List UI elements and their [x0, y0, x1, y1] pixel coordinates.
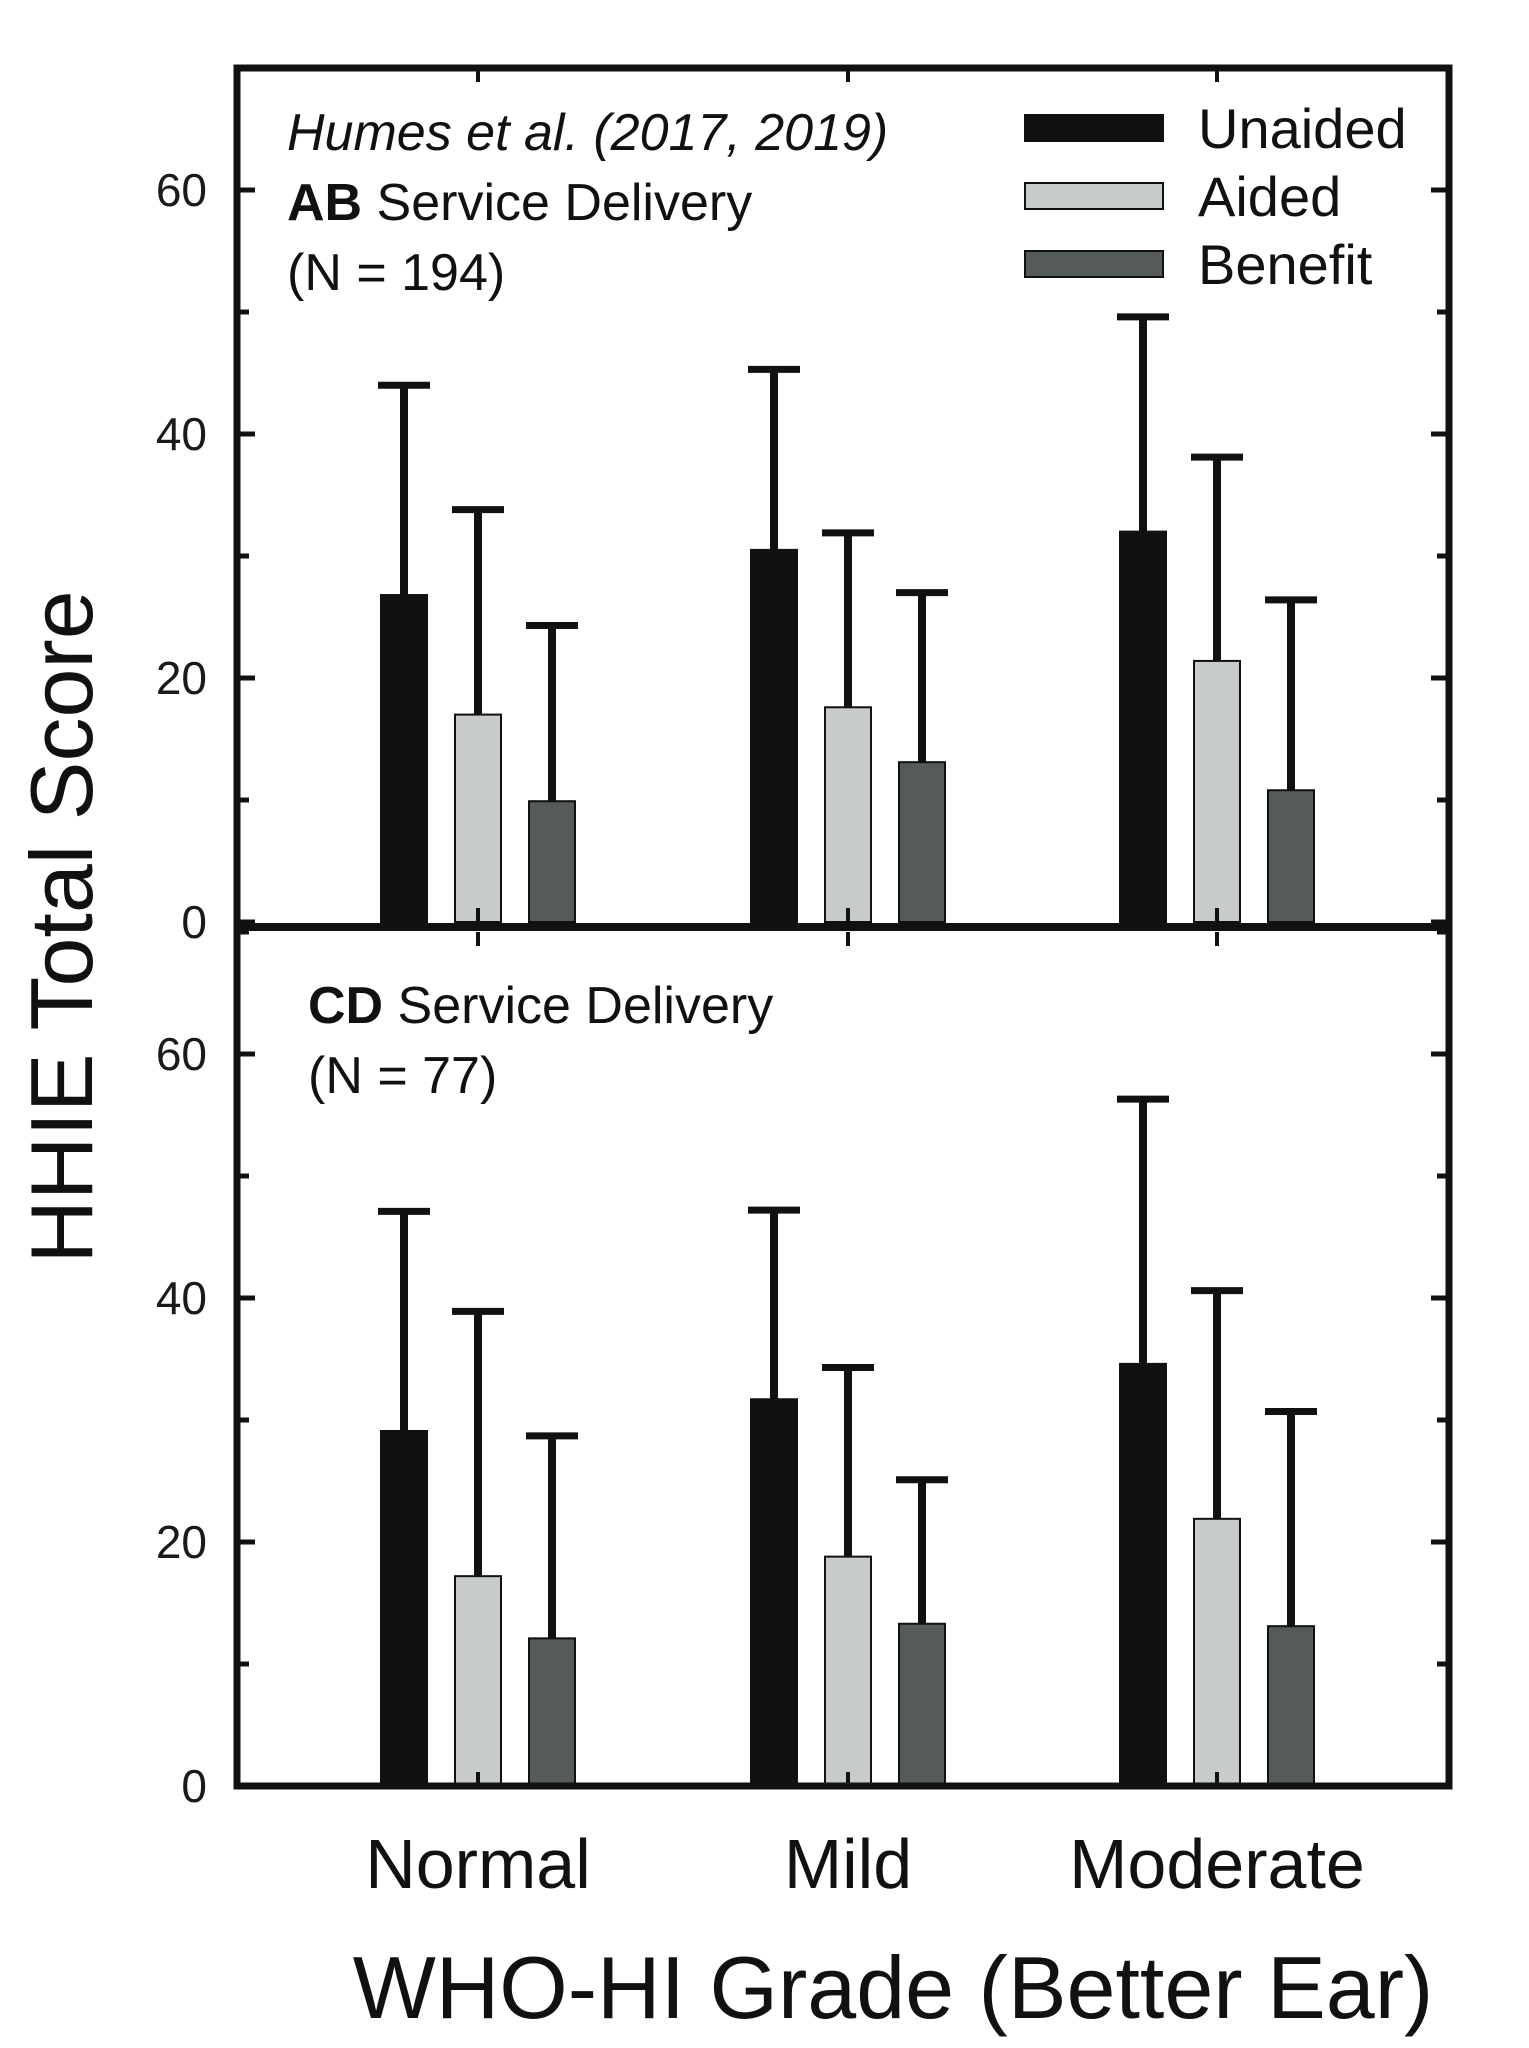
- x-category-label: Moderate: [1069, 1825, 1365, 1903]
- x-axis-title: WHO-HI Grade (Better Ear): [353, 1938, 1434, 2037]
- y-tick-label: 40: [156, 408, 207, 460]
- panel-label-text: Service Delivery: [362, 174, 752, 232]
- panel-label-bold: AB: [287, 174, 362, 232]
- panel-citation: Humes et al. (2017, 2019): [287, 104, 888, 162]
- y-axis-title: HHIE Total Score: [12, 590, 111, 1263]
- bar-unaided: [750, 548, 798, 924]
- bar-aided: [1193, 1517, 1241, 1787]
- y-tick-label: 0: [181, 1760, 207, 1812]
- y-tick-label: 40: [156, 1272, 207, 1324]
- panel-label: AB Service Delivery: [287, 174, 752, 232]
- y-tick-label: 20: [156, 652, 207, 704]
- bar-benefit: [1267, 1625, 1315, 1788]
- axes-layer: [233, 64, 1453, 1790]
- bars-layer: [378, 313, 1317, 1788]
- bar-unaided: [1119, 530, 1167, 923]
- bar-aided: [1193, 659, 1241, 923]
- bar-aided: [824, 1555, 872, 1788]
- bar-aided: [824, 706, 872, 924]
- y-tick-label: 0: [181, 896, 207, 948]
- bar-unaided: [1119, 1362, 1167, 1787]
- legend-label-aided: Aided: [1198, 165, 1341, 228]
- legend-label-benefit: Benefit: [1198, 233, 1373, 296]
- legend-swatch-benefit: [1024, 250, 1164, 278]
- panel-label: CD Service Delivery: [308, 977, 773, 1035]
- bar-benefit: [528, 800, 576, 923]
- x-category-label: Mild: [784, 1825, 912, 1903]
- legend-swatch-unaided: [1024, 114, 1164, 142]
- panel-label-bold: CD: [308, 977, 383, 1035]
- y-tick-label: 60: [156, 1028, 207, 1080]
- bar-benefit: [898, 761, 946, 923]
- legend-label-unaided: Unaided: [1198, 97, 1407, 160]
- bar-unaided: [750, 1398, 798, 1787]
- panel-label-text: Service Delivery: [383, 977, 773, 1035]
- bar-aided: [454, 713, 502, 923]
- bar-unaided: [380, 594, 428, 923]
- panel-n-label: (N = 77): [308, 1047, 497, 1105]
- y-tick-label: 60: [156, 164, 207, 216]
- panel-n-label: (N = 194): [287, 244, 505, 302]
- bar-unaided: [380, 1429, 428, 1787]
- bar-benefit: [898, 1622, 946, 1787]
- x-category-label: Normal: [365, 1825, 591, 1903]
- bar-benefit: [1267, 789, 1315, 923]
- text-layer: 0 20 40 60 Humes et al. (2017, 2019) AB Servi…: [12, 97, 1433, 2037]
- bar-benefit: [528, 1637, 576, 1787]
- legend-swatch-aided: [1024, 182, 1164, 210]
- y-tick-label: 20: [156, 1516, 207, 1568]
- bar-aided: [454, 1575, 502, 1788]
